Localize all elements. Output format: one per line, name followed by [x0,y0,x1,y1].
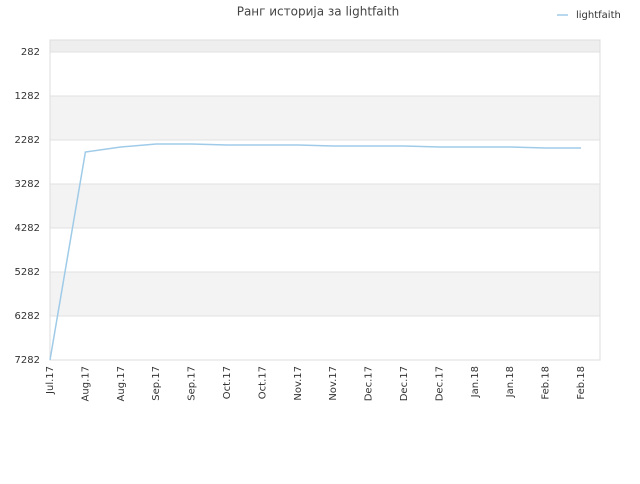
x-tick-label: Sep.17 [151,366,162,401]
band [50,40,600,53]
x-tick-label: Aug.17 [80,366,91,401]
band [50,272,600,317]
y-tick-label: 2282 [15,135,40,146]
x-tick-label: Dec.17 [399,366,410,401]
x-tick-label: Oct.17 [257,366,268,399]
x-tick-label: Nov.17 [328,366,339,401]
x-tick-label: Dec.17 [364,366,375,401]
x-tick-label: Feb.18 [541,366,552,400]
x-tick-label: Aug.17 [116,366,127,401]
x-tick-label: Jan.18 [505,366,516,398]
y-tick-label: 4282 [15,223,40,234]
plot-border [49,39,601,361]
y-tick-label: 282 [21,47,40,58]
y-tick-label: 1282 [15,91,40,102]
band [50,96,600,141]
y-tick-label: 7282 [15,355,40,366]
x-tick-label: Jul.17 [45,366,56,395]
legend-label: lightfaith [576,10,621,21]
y-tick-label: 3282 [15,179,40,190]
band [50,184,600,229]
chart-title: Ранг историја за lightfaith [237,5,400,19]
x-tick-label: Jan.18 [470,366,481,398]
x-tick-label: Nov.17 [293,366,304,401]
x-tick-label: Feb.18 [576,366,587,400]
x-tick-label: Oct.17 [222,366,233,399]
y-tick-label: 6282 [15,311,40,322]
x-tick-label: Dec.17 [434,366,445,401]
series-line [49,143,581,361]
x-tick-label: Sep.17 [187,366,198,401]
y-tick-label: 5282 [15,267,40,278]
